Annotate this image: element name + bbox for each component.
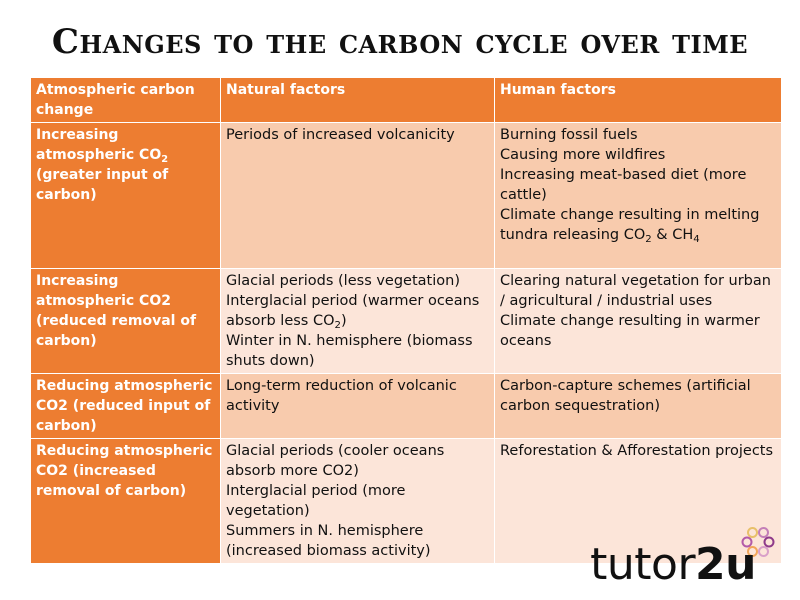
header-human-factors: Human factors <box>494 77 782 123</box>
flower-petal <box>758 546 769 557</box>
table-row: Increasing atmospheric CO2 (reduced remo… <box>30 268 782 374</box>
natural-factor: Winter in N. hemisphere (biomass shuts d… <box>226 333 473 369</box>
natural-factor: Summers in N. hemisphere (increased biom… <box>226 523 431 559</box>
natural-factor: Long-term reduction of volcanic activity <box>226 378 457 414</box>
natural-factor: Interglacial period (more vegetation) <box>226 483 406 519</box>
row-change-label: Reducing atmospheric CO2 (reduced input … <box>30 373 221 439</box>
natural-factors-cell: Periods of increased volcanicity <box>220 122 495 269</box>
tutor2u-flower-icon <box>741 527 775 557</box>
human-factor: Burning fossil fuels <box>500 127 638 143</box>
logo-text-bold: 2u <box>695 539 756 590</box>
natural-factor: Periods of increased volcanicity <box>226 127 455 143</box>
natural-factors-cell: Long-term reduction of volcanic activity <box>220 373 495 439</box>
row-change-label: Reducing atmospheric CO2 (increased remo… <box>30 438 221 564</box>
flower-petal <box>747 527 758 538</box>
logo-text-regular: tutor <box>590 539 696 590</box>
human-factor: Causing more wildfires <box>500 147 666 163</box>
natural-factor: Glacial periods (cooler oceans absorb mo… <box>226 443 445 479</box>
row-change-label: Increasing atmospheric CO2 (reduced remo… <box>30 268 221 374</box>
flower-petal <box>758 527 769 538</box>
human-factor: Clearing natural vegetation for urban / … <box>500 273 771 309</box>
human-factor: Climate change resulting in warmer ocean… <box>500 313 760 349</box>
row-change-label: Increasing atmospheric CO2 (greater inpu… <box>30 122 221 269</box>
human-factors-cell: Clearing natural vegetation for urban / … <box>494 268 782 374</box>
header-natural-factors: Natural factors <box>220 77 495 123</box>
tutor2u-logo: tutor2u <box>590 539 756 590</box>
flower-petal <box>741 536 753 548</box>
header-atmospheric-change: Atmospheric carbon change <box>30 77 221 123</box>
table-row: Reducing atmospheric CO2 (increased remo… <box>30 438 782 564</box>
table-row: Reducing atmospheric CO2 (reduced input … <box>30 373 782 439</box>
human-factor: Climate change resulting in melting tund… <box>500 207 760 245</box>
human-factor: Increasing meat-based diet (more cattle) <box>500 167 747 203</box>
table-row: Increasing atmospheric CO2 (greater inpu… <box>30 122 782 269</box>
carbon-cycle-table: Atmospheric carbon change Natural factor… <box>30 77 782 564</box>
natural-factors-cell: Glacial periods (cooler oceans absorb mo… <box>220 438 495 564</box>
natural-factor: Interglacial period (warmer oceans absor… <box>226 293 480 331</box>
table-header-row: Atmospheric carbon change Natural factor… <box>30 77 782 123</box>
slide-title: Changes to the carbon cycle over time <box>51 22 749 62</box>
flower-petal <box>747 546 758 557</box>
natural-factors-cell: Glacial periods (less vegetation) Interg… <box>220 268 495 374</box>
human-factors-cell: Burning fossil fuels Causing more wildfi… <box>494 122 782 269</box>
human-factor: Carbon-capture schemes (artificial carbo… <box>500 378 751 414</box>
human-factors-cell: Reforestation & Afforestation projects <box>494 438 782 564</box>
human-factors-cell: Carbon-capture schemes (artificial carbo… <box>494 373 782 439</box>
natural-factor: Glacial periods (less vegetation) <box>226 273 460 289</box>
flower-petal <box>763 536 775 548</box>
human-factor: Reforestation & Afforestation projects <box>500 443 774 459</box>
